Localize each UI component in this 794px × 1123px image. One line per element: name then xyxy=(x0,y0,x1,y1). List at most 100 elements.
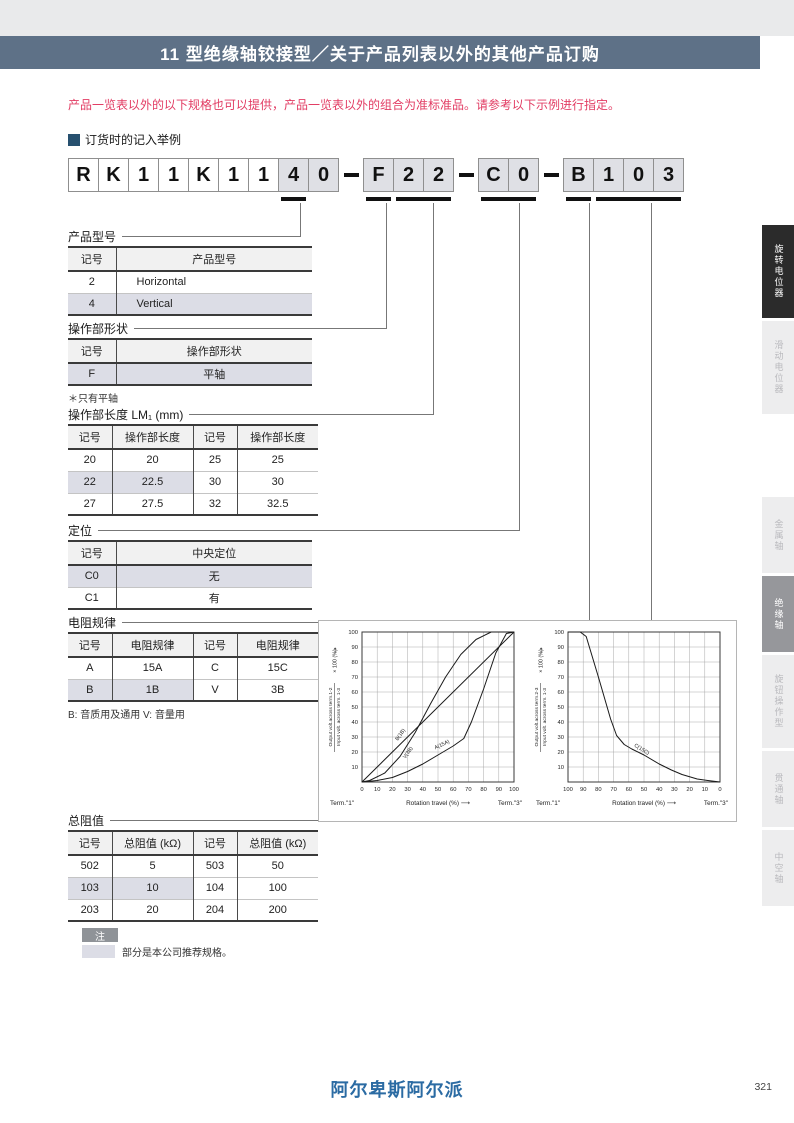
shaft_shape-table: 记号 操作部形状 F 平轴 xyxy=(68,338,312,386)
term-right-label: Term."3" xyxy=(498,800,522,807)
table-cell: 503 xyxy=(192,855,237,877)
column-header: 记号 xyxy=(192,633,237,658)
table-cell: 27 xyxy=(68,492,112,515)
curve-label: V(3B) xyxy=(402,746,415,761)
edge-tab-6: 贯通轴 xyxy=(762,751,794,827)
y-tick: 90 xyxy=(558,645,564,651)
x-tick: 90 xyxy=(580,787,586,793)
x-tick: 20 xyxy=(389,787,395,793)
table-cell: 27.5 xyxy=(111,492,193,515)
brand-logo: 阿尔卑斯阿尔派 xyxy=(330,1080,464,1100)
intro-text: 产品一览表以外的以下规格也可以提供，产品一览表以外的组合为准标准品。请参考以下示… xyxy=(68,98,621,112)
table-row: A 15A C 15C xyxy=(68,657,318,679)
column-header: 记号 xyxy=(68,831,112,856)
x-tick: 20 xyxy=(686,787,692,793)
table-cell: Vertical xyxy=(115,292,312,315)
leader-vline xyxy=(651,203,652,820)
column-header: 电阻规律 xyxy=(236,633,318,658)
y-axis-label-numerator: Output volt.across term.2-3 xyxy=(534,687,540,746)
table-cell: 200 xyxy=(236,898,318,921)
y-tick: 10 xyxy=(558,765,564,771)
table-cell: 50 xyxy=(236,855,318,877)
table-row: 4 Vertical xyxy=(68,292,312,315)
code-char-box: 2 xyxy=(393,158,424,201)
x-axis-label: Rotation travel (%) ⟶ xyxy=(406,800,470,807)
detent-table: 记号 中央定位 C0 无 C1 有 xyxy=(68,540,312,610)
code-char-box: C xyxy=(478,158,509,201)
section-marker-icon xyxy=(68,133,80,146)
shaft_length-table: 记号 操作部长度 记号 操作部长度 20 20 25 25 22 22.5 30 30 27 27.5 32… xyxy=(68,424,318,516)
term-left-label: Term."1" xyxy=(536,800,560,807)
table-cell: 有 xyxy=(115,586,312,609)
column-header: 总阻值 (kΩ) xyxy=(111,831,193,856)
table-cell: A xyxy=(86,662,94,675)
code-char-box: 3 xyxy=(653,158,684,201)
column-header: 操作部形状 xyxy=(115,339,312,364)
product_type-title-row: 产品型号 xyxy=(68,228,301,244)
table-cell: 100 xyxy=(236,876,318,899)
table-cell: 20 xyxy=(111,898,193,921)
table-cell: 3B xyxy=(236,678,318,701)
code-char-box: 1 xyxy=(248,158,279,192)
code-char-box: K xyxy=(98,158,129,192)
leader-vline xyxy=(386,203,387,328)
total_resistance-title: 总阻值 xyxy=(68,813,105,828)
leader-rule xyxy=(134,327,387,329)
table-cell: 204 xyxy=(192,898,237,921)
x-tick: 30 xyxy=(671,787,677,793)
table-row: 103 10 104 100 xyxy=(68,876,318,899)
table-row: 2 Horizontal xyxy=(68,271,312,293)
y-tick: 50 xyxy=(352,705,358,711)
table-cell: 30 xyxy=(236,470,318,493)
x-tick: 40 xyxy=(656,787,662,793)
y-tick: 40 xyxy=(352,720,358,726)
code-char-box: 0 xyxy=(308,158,339,192)
column-header: 记号 xyxy=(192,425,237,450)
y-tick: 30 xyxy=(558,735,564,741)
taper-curve-term1-2: 10 20 30 40 50 60 70 80 90 100 0 10 20 30 40 50 60 70 80 90… xyxy=(328,630,522,807)
leader-rule xyxy=(189,413,434,415)
table-cell: 32.5 xyxy=(236,492,318,515)
table-cell: 4 xyxy=(68,292,116,315)
code-char-box: F xyxy=(363,158,394,201)
taper-title: 电阻规律 xyxy=(68,615,117,630)
page-number: 321 xyxy=(754,1081,772,1093)
section-taper: 电阻规律 记号 电阻规律 记号 电阻规律 A 15A C 15C B 1B V 3B B: 音质用及通用 … xyxy=(68,614,590,721)
code-char-box: 0 xyxy=(508,158,539,201)
y-tick: 100 xyxy=(554,630,564,636)
column-header: 记号 xyxy=(68,339,116,364)
leader-rule xyxy=(98,529,520,531)
table-row: 27 27.5 32 32.5 xyxy=(68,492,318,515)
table-cell: 30 xyxy=(192,470,237,493)
section-heading-label: 订货时的记入举例 xyxy=(85,133,182,147)
x-axis-label: Rotation travel (%) ⟶ xyxy=(612,800,676,807)
table-row: B 1B V 3B xyxy=(68,678,318,701)
table-cell: 15C xyxy=(236,657,318,679)
section-shaft_shape: 操作部形状 记号 操作部形状 F 平轴 ＊只有平轴 xyxy=(68,320,387,405)
x-tick: 90 xyxy=(496,787,502,793)
note-badge: 注 xyxy=(82,928,118,943)
product_type-title: 产品型号 xyxy=(68,229,117,244)
table-cell: 203 xyxy=(68,898,112,921)
shaft_shape-title: 操作部形状 xyxy=(68,321,129,336)
recommended-legend-text: 部分是本公司推荐规格。 xyxy=(122,948,232,959)
column-header: 记号 xyxy=(68,425,112,450)
y-tick: 20 xyxy=(352,750,358,756)
column-header: 产品型号 xyxy=(115,247,312,272)
y-tick: 20 xyxy=(558,750,564,756)
code-char-box: 1 xyxy=(128,158,159,192)
table-cell: 103 xyxy=(68,876,112,899)
code-char-box: 1 xyxy=(218,158,249,192)
table-cell: 平轴 xyxy=(115,363,312,385)
x-tick: 0 xyxy=(718,787,721,793)
column-header: 总阻值 (kΩ) xyxy=(236,831,318,856)
table-cell: 25 xyxy=(236,449,318,471)
x-tick: 70 xyxy=(465,787,471,793)
x-tick: 80 xyxy=(480,787,486,793)
column-header: 电阻规律 xyxy=(111,633,193,658)
y-tick: 80 xyxy=(558,660,564,666)
x-tick: 10 xyxy=(702,787,708,793)
taper-charts-box xyxy=(318,620,737,822)
